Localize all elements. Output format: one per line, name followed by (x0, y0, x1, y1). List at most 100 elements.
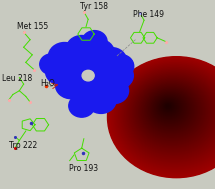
Circle shape (147, 89, 194, 130)
Circle shape (108, 57, 215, 177)
Circle shape (116, 64, 215, 168)
Circle shape (112, 60, 215, 172)
Circle shape (92, 71, 119, 95)
Circle shape (111, 60, 215, 173)
Circle shape (122, 68, 215, 161)
Circle shape (141, 84, 202, 137)
Circle shape (156, 96, 183, 120)
Circle shape (163, 102, 174, 111)
Circle shape (110, 59, 215, 175)
Text: Met 155: Met 155 (17, 22, 48, 31)
Circle shape (99, 78, 129, 104)
Circle shape (158, 98, 180, 118)
Circle shape (148, 90, 193, 129)
Circle shape (119, 66, 215, 164)
Circle shape (117, 64, 215, 167)
Circle shape (155, 95, 184, 121)
Circle shape (165, 103, 172, 109)
Circle shape (144, 87, 198, 134)
Circle shape (134, 78, 211, 146)
Circle shape (159, 98, 179, 117)
Circle shape (161, 100, 177, 114)
Circle shape (159, 99, 178, 116)
Circle shape (162, 101, 175, 113)
Circle shape (166, 105, 170, 108)
Circle shape (123, 69, 215, 160)
Circle shape (135, 79, 209, 144)
Circle shape (118, 65, 215, 165)
Circle shape (40, 54, 63, 75)
Circle shape (144, 86, 199, 135)
Text: Phe 149: Phe 149 (133, 10, 164, 19)
Circle shape (166, 104, 171, 108)
Circle shape (135, 79, 210, 145)
Circle shape (83, 39, 114, 67)
Circle shape (167, 105, 169, 107)
Circle shape (141, 84, 203, 138)
Circle shape (114, 62, 215, 170)
Circle shape (139, 83, 204, 140)
Circle shape (138, 81, 206, 142)
Circle shape (157, 97, 181, 118)
Circle shape (97, 48, 126, 73)
Circle shape (145, 87, 197, 133)
Circle shape (46, 59, 75, 85)
Text: Pro 193: Pro 193 (69, 164, 98, 173)
Circle shape (149, 91, 192, 128)
Circle shape (147, 89, 195, 131)
Text: Leu 218: Leu 218 (2, 74, 32, 83)
Circle shape (125, 71, 215, 157)
Circle shape (154, 95, 185, 122)
Circle shape (142, 85, 201, 136)
Text: Tyr 158: Tyr 158 (80, 2, 108, 12)
Circle shape (154, 94, 186, 123)
Circle shape (132, 76, 214, 149)
Circle shape (86, 87, 116, 113)
Circle shape (129, 74, 215, 153)
Circle shape (109, 58, 215, 176)
Circle shape (126, 71, 215, 156)
Circle shape (151, 92, 189, 126)
Circle shape (150, 91, 191, 127)
Circle shape (133, 78, 212, 147)
Circle shape (146, 88, 196, 132)
Circle shape (66, 36, 97, 63)
Text: H₂O: H₂O (40, 79, 55, 88)
Circle shape (120, 67, 215, 163)
Circle shape (114, 62, 215, 170)
Circle shape (160, 100, 177, 115)
Circle shape (107, 54, 134, 78)
Circle shape (132, 77, 213, 148)
Circle shape (150, 92, 190, 126)
Circle shape (140, 83, 203, 139)
Circle shape (121, 68, 215, 161)
Circle shape (117, 65, 215, 166)
Circle shape (108, 57, 215, 178)
Circle shape (48, 43, 81, 71)
Circle shape (162, 101, 175, 112)
Circle shape (143, 86, 200, 136)
Circle shape (82, 70, 94, 81)
Circle shape (123, 70, 215, 159)
Circle shape (55, 71, 86, 99)
Circle shape (136, 80, 208, 144)
Circle shape (131, 76, 215, 150)
Text: Trp 222: Trp 222 (9, 141, 37, 150)
Circle shape (127, 73, 215, 154)
Circle shape (61, 56, 89, 80)
Circle shape (69, 94, 95, 117)
Circle shape (138, 82, 205, 141)
Circle shape (126, 72, 215, 155)
Circle shape (130, 75, 215, 151)
Circle shape (137, 81, 207, 143)
Circle shape (120, 67, 215, 162)
Circle shape (153, 94, 187, 124)
Circle shape (152, 93, 188, 125)
Circle shape (78, 63, 106, 88)
Circle shape (103, 62, 133, 89)
Circle shape (113, 61, 215, 171)
Circle shape (124, 70, 215, 158)
Circle shape (82, 31, 107, 53)
Circle shape (71, 81, 101, 108)
Circle shape (129, 74, 215, 152)
